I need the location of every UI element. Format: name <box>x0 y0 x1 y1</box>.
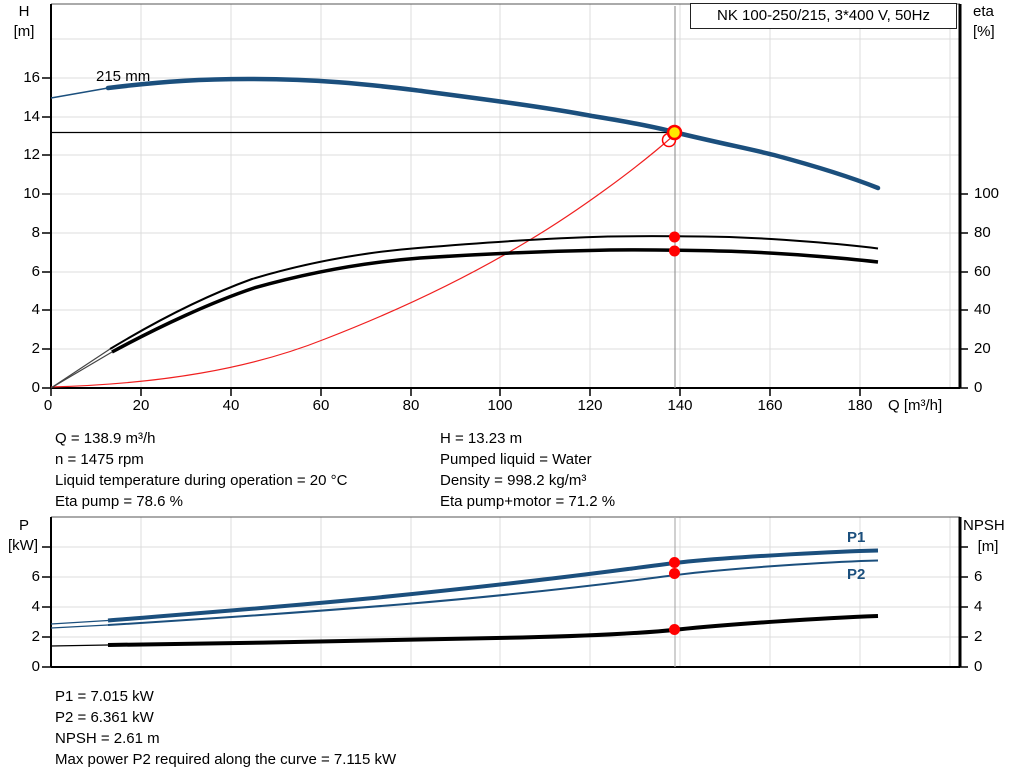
q-tick: 120 <box>577 397 603 414</box>
q-tick: 180 <box>847 397 873 414</box>
eta-axis-name: eta <box>973 3 994 20</box>
note-max-p2: Max power P2 required along the curve = … <box>55 751 397 768</box>
h-tick: 2 <box>31 340 40 357</box>
h-tick: 4 <box>31 301 40 318</box>
eta-axis-ticks <box>960 193 968 389</box>
duty-point-marker <box>666 124 683 141</box>
npsh-curve <box>107 614 879 647</box>
eta-tick: 60 <box>974 263 991 280</box>
p-axis-unit: [kW] <box>8 537 38 554</box>
h-axis-ticks <box>42 77 51 389</box>
npsh-axis-ticks <box>960 546 968 668</box>
eta-pump-curve-thin <box>50 348 111 389</box>
eta-tick: 0 <box>974 379 983 396</box>
eta-pump-curve <box>109 235 879 350</box>
p2-curve-label: P2 <box>847 566 866 583</box>
npsh-tick: 4 <box>974 598 983 615</box>
h-axis-name: H <box>18 3 30 20</box>
pump-curve-215mm <box>105 76 881 191</box>
note-h: H = 13.23 m <box>440 430 523 447</box>
eta-tick: 20 <box>974 340 991 357</box>
p1-curve-label: P1 <box>847 529 866 546</box>
h-tick: 8 <box>31 224 40 241</box>
p-tick: 0 <box>31 658 40 675</box>
note-liquid-temp: Liquid temperature during operation = 20… <box>55 472 348 489</box>
note-npsh: NPSH = 2.61 m <box>55 730 160 747</box>
note-p2: P2 = 6.361 kW <box>55 709 154 726</box>
h-tick: 12 <box>23 146 40 163</box>
h-tick: 16 <box>23 69 40 86</box>
p-axis-ticks <box>42 546 51 668</box>
note-p1: P1 = 7.015 kW <box>55 688 154 705</box>
q-tick: 100 <box>487 397 513 414</box>
p-tick: 4 <box>31 598 40 615</box>
q-tick: 20 <box>132 397 150 414</box>
system-curve <box>50 135 674 388</box>
p2-curve-thin <box>50 624 109 629</box>
q-tick: 40 <box>222 397 240 414</box>
npsh-axis-name: NPSH <box>963 517 1005 534</box>
eta-axis-unit: [%] <box>973 23 995 40</box>
p1-curve <box>107 548 879 623</box>
q-tick: 60 <box>312 397 330 414</box>
top-chart-frame <box>42 3 968 396</box>
impeller-size-label: 215 mm <box>96 68 151 85</box>
note-pumped-liquid: Pumped liquid = Water <box>440 451 592 468</box>
note-eta-pump-motor: Eta pump+motor = 71.2 % <box>440 493 616 510</box>
p1-duty-dot <box>669 557 680 568</box>
q-axis-unit: Q [m³/h] <box>888 397 943 414</box>
npsh-duty-dot <box>669 624 680 635</box>
npsh-tick: 2 <box>974 628 983 645</box>
bottom-chart-frame <box>42 516 968 668</box>
p-tick: 2 <box>31 628 40 645</box>
h-tick: 14 <box>23 108 40 125</box>
npsh-tick: 0 <box>974 658 983 675</box>
p-axis-name: P <box>18 517 29 534</box>
npsh-curve-thin <box>50 644 109 647</box>
q-tick: 160 <box>757 397 783 414</box>
p1-curve-thin <box>50 619 109 625</box>
h-tick: 10 <box>23 185 40 202</box>
npsh-axis-unit: [m] <box>977 538 999 555</box>
h-tick: 6 <box>31 263 40 280</box>
p2-curve <box>107 559 879 626</box>
eta-tick: 40 <box>974 301 991 318</box>
eta-pump-motor-curve <box>111 248 879 354</box>
eta-pump-motor-duty-dot <box>669 245 680 257</box>
note-density: Density = 998.2 kg/m³ <box>440 472 587 489</box>
npsh-tick: 6 <box>974 568 983 585</box>
p-tick: 6 <box>31 568 40 585</box>
eta-tick: 100 <box>974 185 1000 202</box>
eta-pump-duty-dot <box>669 231 680 243</box>
eta-pump-motor-curve-thin <box>50 351 113 389</box>
note-n: n = 1475 rpm <box>55 451 144 468</box>
h-axis-unit: [m] <box>13 23 35 40</box>
h-tick: 0 <box>31 379 40 396</box>
eta-tick: 80 <box>974 224 991 241</box>
q-tick: 80 <box>402 397 420 414</box>
note-q: Q = 138.9 m³/h <box>55 430 156 447</box>
note-eta-pump: Eta pump = 78.6 % <box>55 493 183 510</box>
pump-curve-215mm-thin <box>50 87 109 99</box>
q-tick: 0 <box>43 397 53 414</box>
p2-duty-dot <box>669 568 680 579</box>
q-tick: 140 <box>667 397 693 414</box>
q-axis-ticks <box>50 388 861 396</box>
top-chart-grid <box>51 4 960 388</box>
pump-title-box: NK 100-250/215, 3*400 V, 50Hz <box>690 3 957 29</box>
